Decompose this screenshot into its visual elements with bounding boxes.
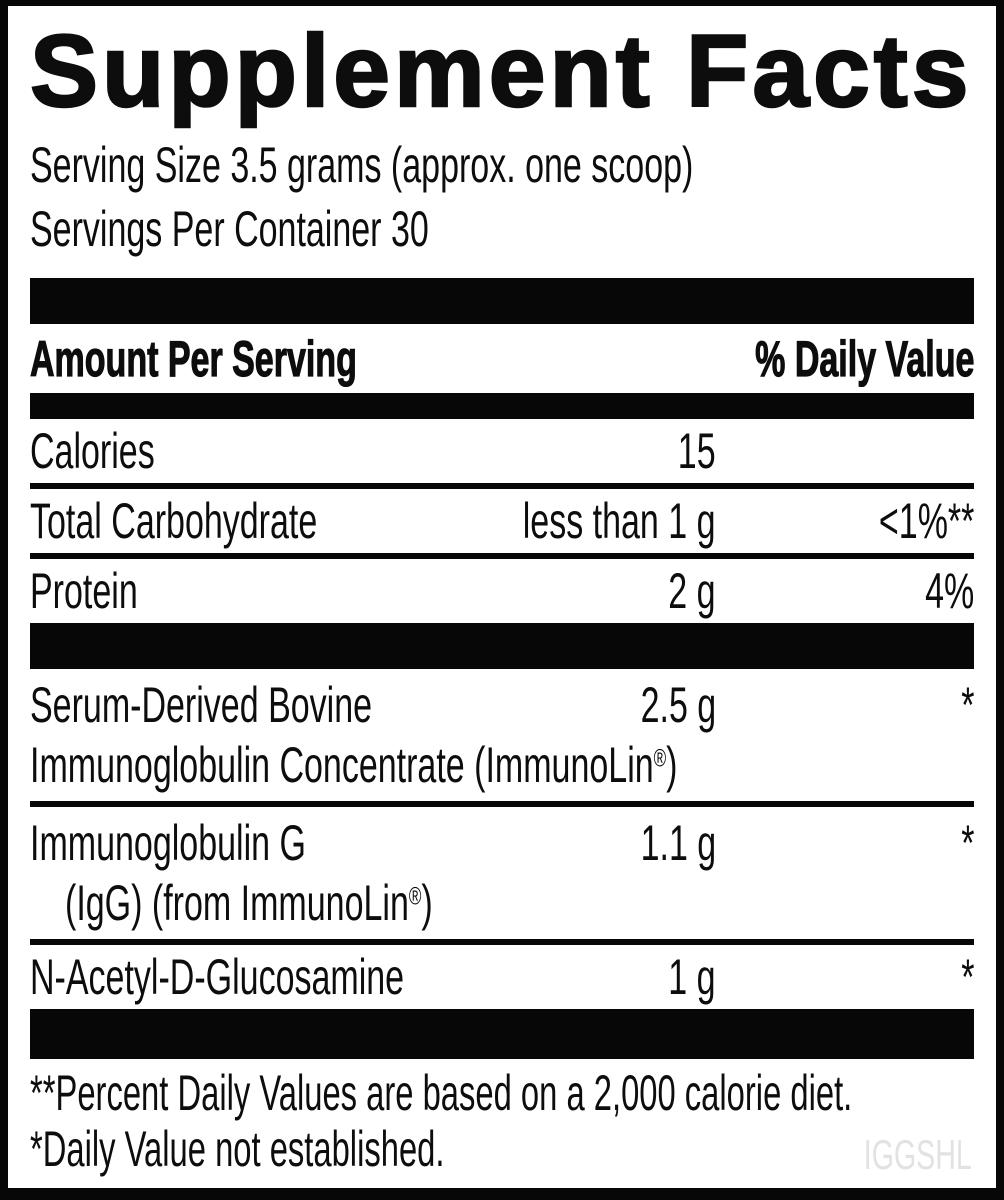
- row-divider: [30, 939, 974, 945]
- servings-per-container-line: Servings Per Container 30: [30, 200, 974, 258]
- footnote-daily-values: **Percent Daily Values are based on a 2,…: [30, 1065, 853, 1121]
- section-bar-header: [30, 393, 974, 419]
- row-daily-value: *: [960, 949, 974, 1005]
- servings-per-container-text: Servings Per Container 30: [30, 201, 429, 257]
- row-name-line-2: Immunoglobulin Concentrate (ImmunoLin®): [30, 737, 678, 793]
- row-daily-value: 4%: [924, 563, 974, 619]
- row-amount: less than 1 g: [523, 493, 716, 549]
- row-name-line-1: Immunoglobulin G: [30, 815, 306, 871]
- row-amount: 1 g: [668, 949, 716, 1005]
- table-row-serum-derived-bovine: Serum-Derived Bovine Immunoglobulin Conc…: [30, 669, 974, 801]
- row-daily-value: <1%**: [878, 493, 974, 549]
- row-divider: [30, 801, 974, 807]
- watermark: IGGSHL: [864, 1131, 972, 1178]
- row-amount: 15: [678, 423, 716, 479]
- section-bar-bottom: [30, 1009, 974, 1059]
- table-row-calories: Calories 15: [30, 419, 974, 483]
- row-divider: [30, 483, 974, 489]
- row-divider: [30, 553, 974, 559]
- serving-size-text: Serving Size 3.5 grams (approx. one scoo…: [30, 137, 694, 193]
- row-daily-value: *: [960, 677, 974, 733]
- row-name: Protein: [30, 563, 138, 619]
- row-name: Total Carbohydrate: [30, 493, 318, 549]
- amount-per-serving-header: Amount Per Serving: [30, 330, 358, 387]
- table-row-n-acetyl-d-glucosamine: N-Acetyl-D-Glucosamine 1 g *: [30, 945, 974, 1009]
- footnote-not-established: *Daily Value not established.: [30, 1121, 445, 1177]
- table-header-row: Amount Per Serving % Daily Value: [30, 324, 975, 393]
- section-bar-middle: [30, 623, 974, 669]
- row-amount: 2.5 g: [640, 677, 716, 733]
- row-amount: 2 g: [668, 563, 716, 619]
- table-row-immunoglobulin-g: Immunoglobulin G (IgG) (from ImmunoLin®)…: [30, 807, 974, 939]
- row-daily-value: *: [960, 815, 974, 871]
- row-name-line-2: (IgG) (from ImmunoLin®): [65, 875, 433, 931]
- row-name-line-1: Serum-Derived Bovine: [30, 677, 373, 733]
- row-amount: 1.1 g: [640, 815, 716, 871]
- row-name: N-Acetyl-D-Glucosamine: [30, 949, 405, 1005]
- table-row-protein: Protein 2 g 4%: [30, 559, 974, 623]
- row-name: Calories: [30, 423, 155, 479]
- page-title: Supplement Facts: [29, 14, 973, 128]
- label-content: Supplement Facts Serving Size 3.5 grams …: [8, 14, 996, 1177]
- section-bar-top: [30, 278, 974, 324]
- percent-daily-value-header: % Daily Value: [754, 330, 974, 387]
- table-row-total-carbohydrate: Total Carbohydrate less than 1 g <1%**: [30, 489, 974, 553]
- serving-size-line: Serving Size 3.5 grams (approx. one scoo…: [30, 136, 974, 194]
- footnotes: **Percent Daily Values are based on a 2,…: [30, 1065, 974, 1177]
